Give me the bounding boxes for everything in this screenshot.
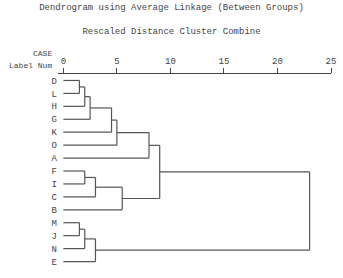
svg-text:O: O [52, 141, 57, 151]
svg-text:K: K [52, 128, 58, 138]
svg-text:F: F [52, 167, 57, 177]
svg-text:10: 10 [165, 57, 176, 67]
svg-text:J: J [52, 232, 57, 242]
svg-text:25: 25 [326, 57, 337, 67]
svg-text:B: B [52, 206, 58, 216]
svg-text:CASE: CASE [33, 49, 52, 58]
svg-text:20: 20 [272, 57, 283, 67]
svg-text:I: I [52, 180, 57, 190]
svg-text:Label Num: Label Num [9, 61, 52, 70]
svg-text:A: A [52, 154, 58, 164]
svg-text:H: H [52, 102, 57, 112]
svg-text:15: 15 [219, 57, 230, 67]
svg-text:0: 0 [61, 57, 66, 67]
svg-text:5: 5 [114, 57, 119, 67]
svg-text:Dendrogram using Average Linka: Dendrogram using Average Linkage (Betwee… [39, 3, 304, 13]
svg-text:D: D [52, 77, 57, 87]
svg-text:E: E [52, 258, 57, 268]
svg-text:G: G [52, 115, 57, 125]
svg-text:Rescaled Distance Cluster Comb: Rescaled Distance Cluster Combine [82, 27, 260, 37]
svg-text:C: C [52, 193, 58, 203]
svg-text:M: M [52, 219, 57, 229]
svg-text:L: L [52, 90, 57, 100]
svg-text:N: N [52, 245, 57, 255]
